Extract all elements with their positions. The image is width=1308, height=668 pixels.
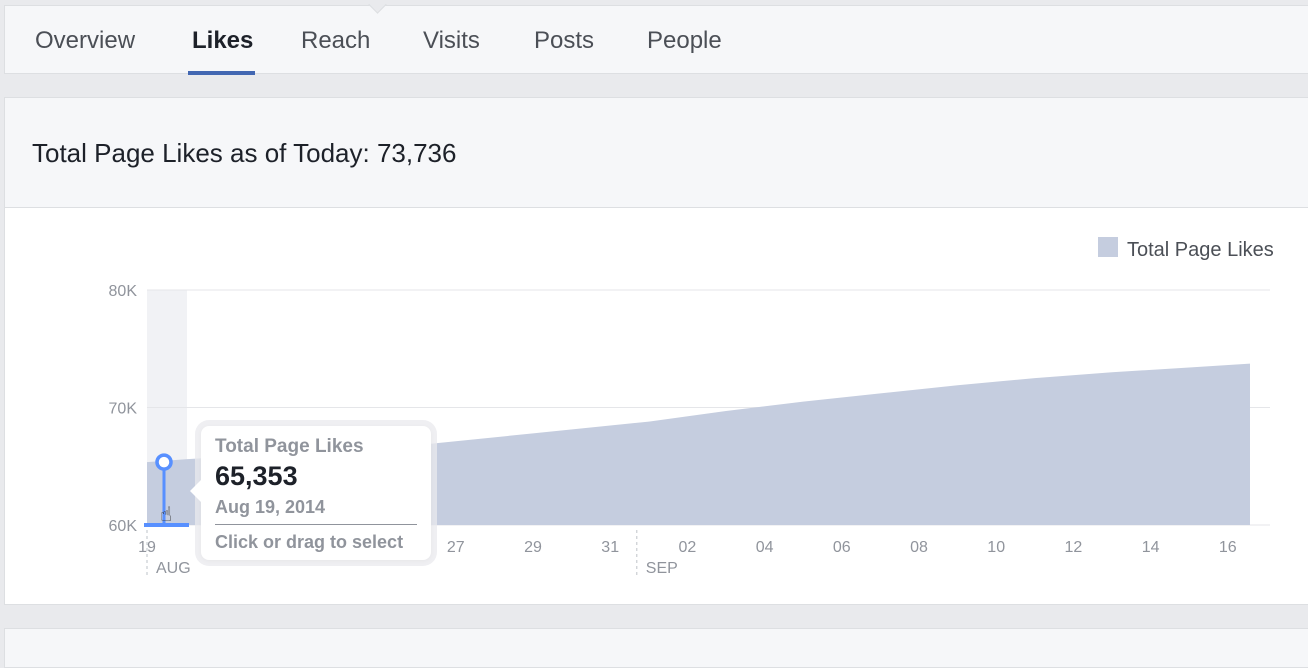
card-title: Total Page Likes as of Today: 73,736 xyxy=(32,138,457,168)
x-tick-label: 27 xyxy=(447,539,465,556)
tab-reach[interactable]: Reach xyxy=(301,27,371,54)
x-tick-label: 02 xyxy=(679,539,697,556)
x-tick-label: 08 xyxy=(910,539,928,556)
x-tick-label: 16 xyxy=(1219,539,1237,556)
selected-point[interactable] xyxy=(155,453,173,471)
hand-cursor-icon: ☝ xyxy=(160,504,172,526)
tooltip-value: 65,353 xyxy=(215,461,298,491)
chart-tooltip: Total Page Likes 65,353 Aug 19, 2014 Cli… xyxy=(190,426,431,560)
month-label: SEP xyxy=(646,560,678,577)
tab-overview[interactable]: Overview xyxy=(35,27,136,54)
legend-label: Total Page Likes xyxy=(1127,239,1274,261)
x-tick-label: 06 xyxy=(833,539,851,556)
tooltip-date: Aug 19, 2014 xyxy=(215,497,417,525)
x-tick-label: 31 xyxy=(601,539,619,556)
likes-chart[interactable]: 80K70K60K192123252729310204060810121416A… xyxy=(0,0,1308,652)
x-tick-label: 12 xyxy=(1065,539,1083,556)
tab-people[interactable]: People xyxy=(647,27,722,54)
y-tick-label: 60K xyxy=(109,518,138,535)
x-tick-label: 04 xyxy=(756,539,774,556)
legend-swatch xyxy=(1098,237,1118,257)
tab-posts[interactable]: Posts xyxy=(534,27,595,54)
x-tick-label: 10 xyxy=(987,539,1005,556)
tab-bar: Overview Likes Reach Visits Posts People xyxy=(4,0,1308,75)
tooltip-label: Total Page Likes xyxy=(215,436,364,457)
x-tick-label: 19 xyxy=(138,539,156,556)
tab-visits[interactable]: Visits xyxy=(423,27,480,54)
x-tick-label: 29 xyxy=(524,539,542,556)
y-tick-label: 70K xyxy=(109,401,138,418)
x-tick-label: 14 xyxy=(1142,539,1160,556)
y-tick-label: 80K xyxy=(109,283,138,300)
month-label: AUG xyxy=(156,560,191,577)
next-card xyxy=(4,628,1308,668)
card-header: Total Page Likes as of Today: 73,736 xyxy=(5,98,1308,208)
tab-likes[interactable]: Likes xyxy=(187,6,256,75)
tooltip-hint: Click or drag to select xyxy=(215,532,404,552)
